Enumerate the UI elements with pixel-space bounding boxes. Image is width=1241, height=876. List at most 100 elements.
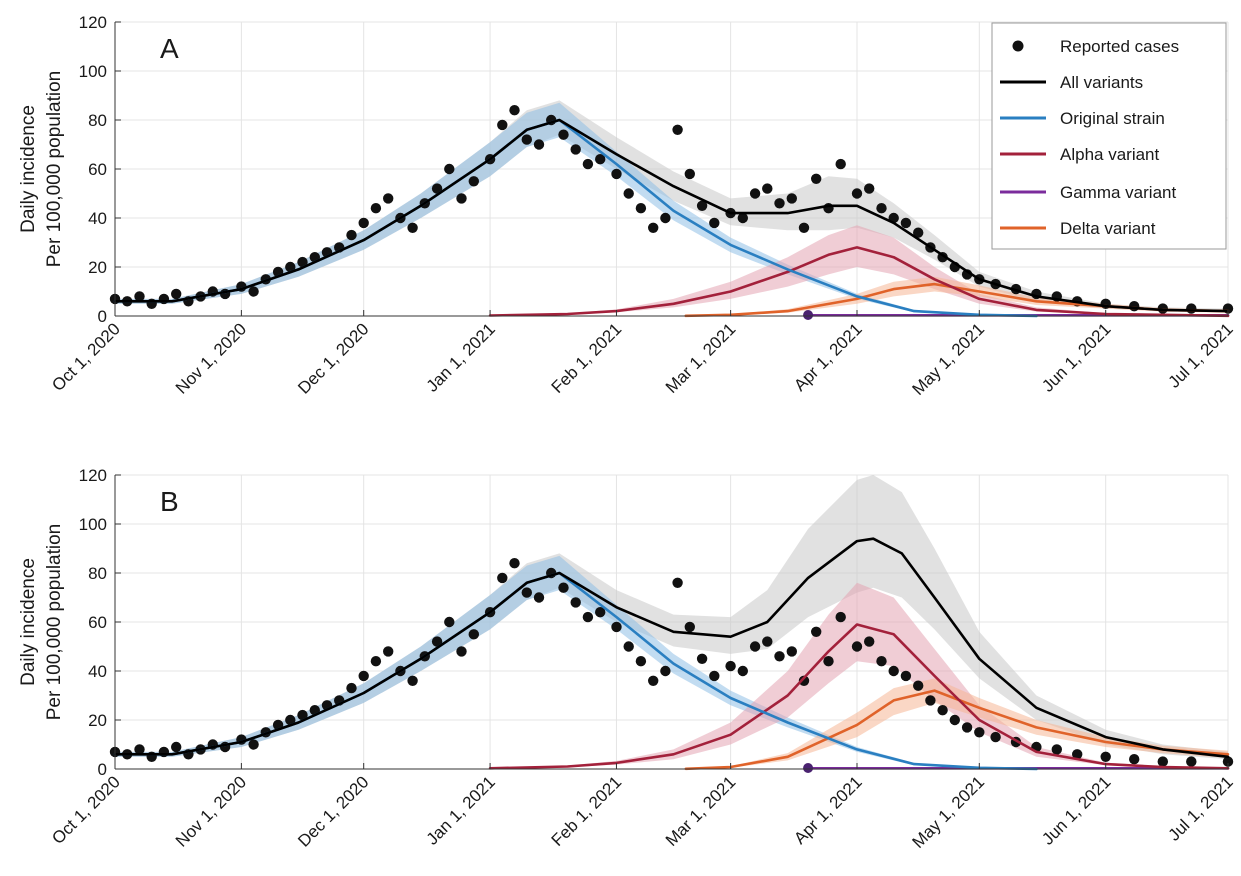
reported-case-point — [623, 188, 634, 199]
legend-label-original-strain: Original strain — [1060, 109, 1165, 128]
reported-case-point — [456, 646, 467, 657]
y-tick-label: 40 — [88, 662, 107, 681]
ylabel-line-2: Per 100,000 population — [44, 71, 65, 268]
reported-case-point — [558, 129, 569, 140]
y-tick-label: 100 — [79, 515, 107, 534]
reported-case-point — [497, 572, 508, 584]
reported-case-point — [762, 183, 773, 194]
reported-case-point — [696, 653, 708, 664]
reported-case-point — [248, 286, 259, 297]
reported-case-point — [1222, 756, 1234, 767]
reported-case-point — [737, 665, 748, 677]
reported-case-point — [684, 168, 695, 180]
x-tick-label: Feb 1, 2021 — [548, 772, 626, 850]
legend-label-alpha-variant: Alpha variant — [1060, 145, 1160, 164]
series-line-all-variants — [113, 537, 1230, 759]
reported-case-point — [358, 670, 369, 682]
x-tick-label: Jul 1, 2021 — [1165, 319, 1237, 391]
y-tick-label: 100 — [79, 62, 107, 81]
reported-case-point — [1100, 751, 1111, 762]
reported-case-point — [823, 656, 834, 667]
reported-case-point — [134, 291, 145, 302]
reported-case-point — [509, 558, 520, 569]
legend-label-delta-variant: Delta variant — [1060, 219, 1156, 238]
x-tick-label: Jan 1, 2021 — [423, 772, 499, 848]
reported-case-point — [1129, 301, 1140, 312]
x-tick-label: Jun 1, 2021 — [1038, 319, 1114, 395]
reported-case-point — [582, 158, 594, 170]
reported-case-point — [876, 203, 887, 214]
legend-label-reported-cases: Reported cases — [1060, 37, 1179, 56]
reported-case-point — [749, 641, 761, 652]
reported-case-point — [456, 193, 467, 204]
reported-case-point — [762, 636, 773, 647]
y-tick-label: 120 — [79, 466, 107, 485]
reported-case-point — [444, 616, 455, 628]
reported-case-point — [709, 217, 720, 229]
reported-case-point — [660, 665, 671, 677]
x-tick-label: Dec 1, 2020 — [294, 319, 372, 397]
reported-case-point — [370, 203, 382, 214]
reported-case-point — [835, 158, 846, 170]
reported-case-point — [285, 261, 296, 273]
series-line-delta-variant — [684, 689, 1230, 771]
reported-case-point — [786, 646, 797, 657]
panel-b: 0 20 40 60 80 100 120 Oct 1, 2020 Nov 1, 2020 Dec… — [18, 466, 1237, 852]
reported-case-point — [558, 582, 569, 593]
reported-case-point — [725, 660, 736, 672]
y-tick-label: 60 — [88, 613, 107, 632]
reported-case-point — [431, 636, 443, 647]
y-tick-label: 20 — [88, 711, 107, 730]
reported-case-point — [925, 695, 936, 706]
reported-case-point — [864, 183, 875, 194]
reported-case-point — [774, 198, 785, 209]
y-tick-label: 0 — [98, 760, 107, 779]
reported-case-point — [684, 621, 695, 633]
reported-case-point — [407, 222, 418, 233]
legend-marker-reported-cases — [1012, 40, 1024, 52]
reported-case-point — [521, 134, 532, 145]
reported-case-point — [1051, 744, 1063, 755]
reported-case-point — [648, 675, 659, 686]
reported-case-point — [798, 222, 810, 233]
y-tick-label: 80 — [88, 564, 107, 583]
reported-case-point — [900, 217, 912, 229]
panel-label: B — [160, 486, 179, 517]
ylabel-line-1: Daily incidence — [18, 558, 39, 686]
reported-case-point — [171, 741, 182, 753]
reported-case-point — [774, 651, 785, 662]
reported-case-point — [383, 646, 394, 657]
x-tick-label: Feb 1, 2021 — [548, 319, 626, 397]
reported-case-point — [611, 621, 622, 633]
x-tick-label: Jan 1, 2021 — [423, 319, 499, 395]
reported-case-point — [570, 597, 581, 608]
reported-case-point — [1072, 749, 1083, 760]
y-tick-label: 80 — [88, 111, 107, 130]
reported-case-point — [297, 256, 308, 268]
x-tick-label: Dec 1, 2020 — [294, 772, 372, 850]
reported-case-point — [134, 744, 145, 755]
reported-case-point — [672, 124, 683, 135]
x-tick-label: Nov 1, 2020 — [172, 772, 250, 850]
reported-case-point — [468, 176, 479, 187]
reported-case-point — [346, 682, 357, 694]
gamma-marker-point — [803, 310, 814, 320]
reported-case-point — [864, 636, 875, 647]
reported-case-point — [383, 193, 394, 204]
reported-case-point — [888, 665, 899, 677]
x-tick-label: Oct 1, 2020 — [48, 772, 124, 848]
reported-case-point — [660, 212, 671, 224]
reported-case-point — [444, 163, 455, 175]
reported-case-point — [468, 629, 479, 640]
reported-case-point — [431, 183, 443, 194]
series-line-all-variants — [113, 118, 1230, 313]
reported-case-point — [811, 173, 822, 184]
reported-case-point — [623, 641, 634, 652]
reported-case-point — [798, 675, 810, 686]
reported-case-point — [1186, 303, 1197, 314]
band-alpha-variant — [490, 582, 1229, 769]
reported-case-point — [913, 680, 924, 691]
reported-case-point — [595, 607, 606, 618]
reported-case-point — [737, 212, 748, 224]
